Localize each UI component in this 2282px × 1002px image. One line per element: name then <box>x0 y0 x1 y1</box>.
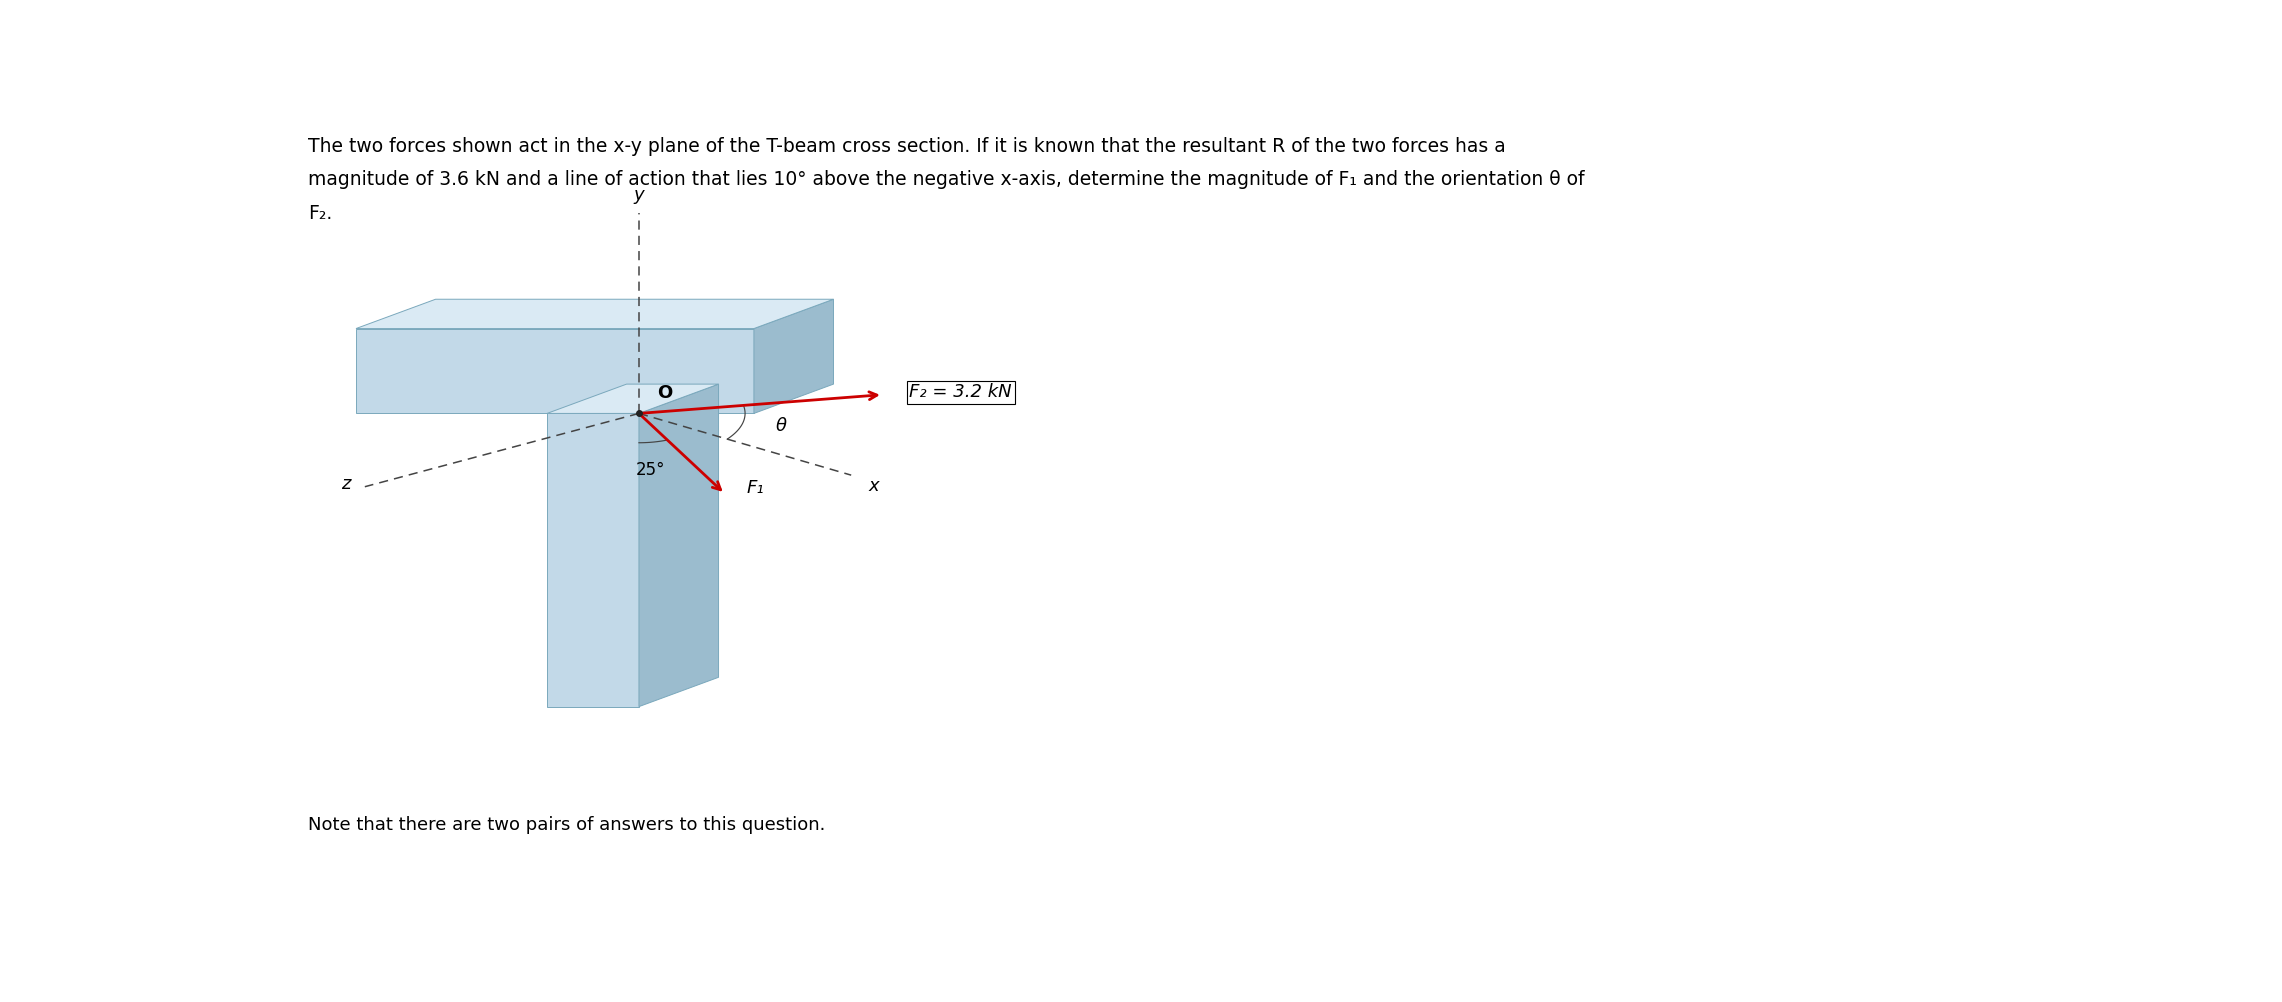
Text: O: O <box>657 384 671 402</box>
Text: y: y <box>634 185 644 203</box>
Text: z: z <box>342 475 351 493</box>
Polygon shape <box>639 384 719 706</box>
Polygon shape <box>753 300 833 414</box>
Polygon shape <box>548 384 719 414</box>
Polygon shape <box>356 300 833 329</box>
Text: 25°: 25° <box>634 461 664 479</box>
Polygon shape <box>356 329 753 414</box>
Text: F₁: F₁ <box>746 479 764 497</box>
Text: magnitude of 3.6 kN and a line of action that lies 10° above the negative x-axis: magnitude of 3.6 kN and a line of action… <box>308 170 1584 189</box>
Polygon shape <box>548 414 639 706</box>
Text: θ: θ <box>776 418 787 436</box>
Text: x: x <box>869 478 879 495</box>
Text: The two forces shown act in the x-y plane of the T-beam cross section. If it is : The two forces shown act in the x-y plan… <box>308 137 1506 156</box>
Text: Note that there are two pairs of answers to this question.: Note that there are two pairs of answers… <box>308 816 826 834</box>
Text: F₂ = 3.2 kN: F₂ = 3.2 kN <box>908 384 1011 402</box>
Text: F₂.: F₂. <box>308 203 333 222</box>
